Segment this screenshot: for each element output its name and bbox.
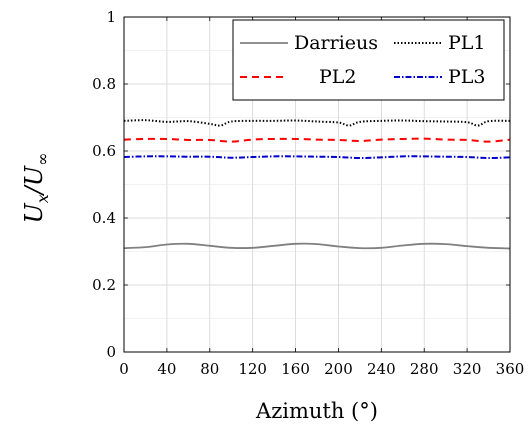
series-line-pl1 bbox=[123, 119, 511, 127]
y-tick-label: 0 bbox=[106, 343, 116, 361]
series-layer bbox=[123, 119, 511, 250]
x-tick-label: 120 bbox=[238, 360, 267, 378]
x-tick-label: 0 bbox=[119, 360, 129, 378]
series-line-darrieus bbox=[123, 242, 511, 250]
x-tick-label: 320 bbox=[453, 360, 482, 378]
y-axis-label-slash: / bbox=[20, 183, 48, 196]
legend-label-pl1: PL1 bbox=[448, 32, 486, 54]
x-tick-label: 160 bbox=[281, 360, 310, 378]
y-tick-label: 0.2 bbox=[92, 276, 116, 294]
x-tick-label: 240 bbox=[367, 360, 396, 378]
legend-label-pl3: PL3 bbox=[448, 66, 486, 88]
y-axis-label-u-inf: U bbox=[20, 165, 48, 186]
y-tick-label: 0.8 bbox=[92, 75, 116, 93]
legend-label-pl2: PL2 bbox=[319, 66, 357, 88]
y-axis-label-sub-inf: ∞ bbox=[33, 153, 52, 166]
series-line-pl2 bbox=[123, 137, 511, 143]
y-axis-label-u: U bbox=[20, 202, 48, 223]
x-tick-label: 80 bbox=[200, 360, 219, 378]
y-tick-label: 1 bbox=[106, 8, 116, 26]
x-tick-label: 200 bbox=[324, 360, 353, 378]
plot-frame bbox=[123, 16, 511, 353]
x-tick-label: 360 bbox=[496, 360, 525, 378]
series-line-pl3 bbox=[123, 155, 511, 160]
y-tick-label: 0.4 bbox=[92, 209, 116, 227]
x-tick-label: 40 bbox=[157, 360, 176, 378]
legend: Darrieus PL1 PL2 PL3 bbox=[232, 19, 505, 101]
legend-box bbox=[232, 19, 505, 101]
axis-ticks: 0 40 80 120 160 200 240 280 320 360 0 0.2 0.4 0.6 0.8 1 bbox=[92, 8, 524, 378]
y-axis-label-sub-x: x bbox=[33, 194, 52, 203]
y-axis-label: Ux/U∞ bbox=[20, 153, 52, 224]
y-tick-label: 0.6 bbox=[92, 142, 116, 160]
x-tick-label: 280 bbox=[410, 360, 439, 378]
legend-label-darrieus: Darrieus bbox=[294, 32, 378, 54]
x-axis-label: Azimuth (°) bbox=[255, 399, 378, 423]
